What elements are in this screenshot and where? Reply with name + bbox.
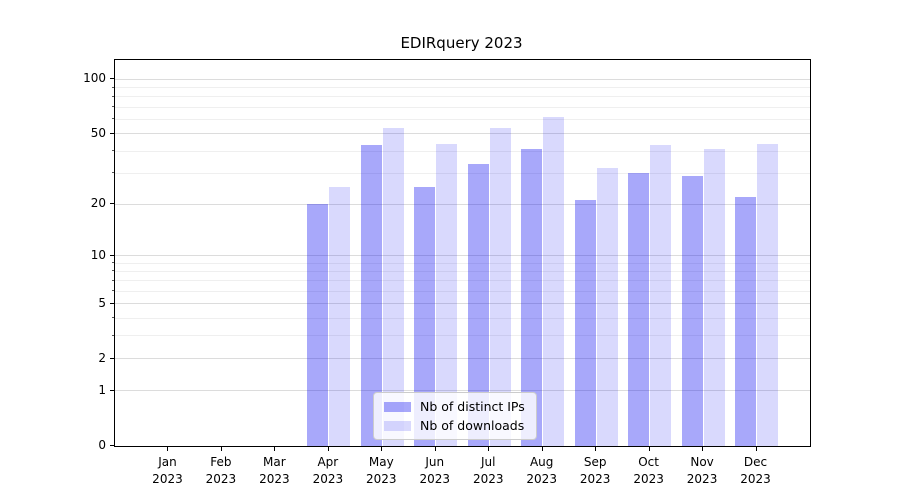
bar-distinct-ips (467, 163, 489, 446)
x-tick-label: May 2023 (366, 455, 397, 486)
bar-downloads (329, 187, 351, 446)
legend-swatch-downloads (384, 420, 411, 431)
gridline (115, 106, 810, 108)
gridline (115, 96, 810, 98)
gridline (115, 290, 810, 292)
chart-title: EDIRquery 2023 (400, 34, 523, 52)
gridline (115, 118, 810, 120)
bar-downloads (650, 145, 672, 446)
bar-downloads (489, 127, 511, 446)
bar-distinct-ips (681, 175, 703, 446)
legend-item-downloads: Nb of downloads (384, 418, 525, 433)
y-tick-label: 50 (90, 125, 106, 140)
x-tick-label: Aug 2023 (526, 455, 557, 486)
y-minor-tick-mark (112, 270, 114, 272)
bar-downloads (757, 143, 779, 446)
gridline (115, 390, 810, 392)
y-minor-tick-mark (112, 290, 114, 292)
y-tick-label: 1 (98, 382, 106, 397)
gridline (115, 358, 810, 360)
y-minor-tick-mark (112, 86, 114, 88)
legend-label-distinct-ips: Nb of distinct IPs (420, 399, 525, 414)
gridline (115, 335, 810, 337)
x-tick-mark (434, 447, 436, 451)
bar-distinct-ips (307, 204, 329, 446)
y-tick-label: 100 (83, 71, 106, 86)
x-tick-mark (381, 447, 383, 451)
gridline (115, 78, 810, 80)
y-minor-tick-mark (112, 262, 114, 264)
bar-downloads (596, 168, 618, 446)
x-tick-label: Mar 2023 (259, 455, 290, 486)
gridline (115, 303, 810, 305)
x-tick-mark (327, 447, 329, 451)
x-tick-label: Feb 2023 (205, 455, 237, 486)
y-tick-mark (110, 445, 114, 446)
y-minor-tick-mark (112, 279, 114, 281)
gridline (115, 270, 810, 272)
y-tick-label: 2 (98, 350, 106, 365)
y-minor-tick-mark (112, 172, 114, 174)
gridline (115, 150, 810, 152)
bar-distinct-ips (735, 196, 757, 446)
y-tick-mark (110, 78, 114, 80)
bar-downloads (543, 116, 565, 446)
gridline (115, 87, 810, 89)
y-minor-tick-mark (112, 106, 114, 108)
x-tick-mark (648, 447, 650, 451)
bar-distinct-ips (628, 173, 650, 446)
y-tick-mark (110, 302, 114, 304)
gridline (115, 317, 810, 319)
gridline (115, 280, 810, 282)
gridline (115, 262, 810, 264)
x-tick-mark (274, 447, 276, 451)
y-minor-tick-mark (112, 317, 114, 319)
x-tick-mark (167, 447, 169, 451)
bar-distinct-ips (360, 145, 382, 446)
y-minor-tick-mark (112, 118, 114, 120)
x-tick-label: Oct 2023 (633, 455, 664, 486)
bar-distinct-ips (574, 200, 596, 446)
y-tick-label: 0 (98, 438, 106, 452)
y-minor-tick-mark (112, 150, 114, 152)
x-tick-mark (220, 447, 222, 451)
x-tick-mark (755, 447, 757, 451)
x-tick-mark (595, 447, 597, 451)
x-tick-mark (541, 447, 543, 451)
x-tick-label: Jun 2023 (419, 455, 451, 486)
legend: Nb of distinct IPs Nb of downloads (373, 392, 537, 440)
x-tick-label: Apr 2023 (312, 455, 344, 486)
gridline (115, 203, 810, 205)
legend-label-downloads: Nb of downloads (420, 418, 525, 433)
bar-distinct-ips (521, 149, 543, 446)
x-tick-label: Jan 2023 (152, 455, 183, 486)
gridline (115, 133, 810, 135)
y-minor-tick-mark (112, 95, 114, 97)
y-tick-mark (110, 132, 114, 134)
y-tick-mark (110, 357, 114, 359)
y-tick-label: 10 (90, 247, 106, 262)
y-tick-mark (110, 254, 114, 256)
gridline (115, 172, 810, 174)
bar-downloads (436, 143, 458, 446)
x-tick-label: Dec 2023 (740, 455, 771, 486)
x-tick-label: Nov 2023 (686, 455, 718, 486)
y-tick-label: 20 (90, 196, 106, 211)
x-tick-mark (488, 447, 490, 451)
x-tick-mark (702, 447, 704, 451)
x-tick-label: Jul 2023 (472, 455, 504, 486)
y-minor-tick-mark (112, 334, 114, 336)
bar-distinct-ips (414, 187, 436, 446)
y-tick-mark (110, 389, 114, 391)
gridline (115, 255, 810, 257)
y-tick-label: 5 (98, 295, 106, 310)
bar-downloads (703, 149, 725, 446)
y-tick-mark (110, 203, 114, 205)
plot-area: Nb of distinct IPs Nb of downloads (114, 59, 811, 447)
x-tick-label: Sep 2023 (579, 455, 611, 486)
legend-swatch-distinct-ips (384, 401, 411, 412)
bar-downloads (382, 127, 404, 446)
legend-item-distinct-ips: Nb of distinct IPs (384, 399, 525, 414)
